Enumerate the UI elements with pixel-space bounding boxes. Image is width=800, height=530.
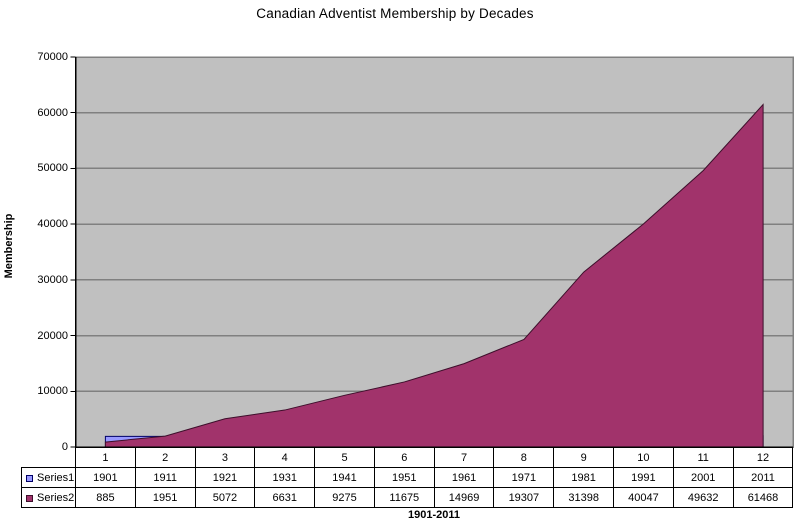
table-value-cell: 31398 [553,487,615,508]
x-axis-title: 1901-2011 [408,509,460,521]
table-value-cell: 19307 [493,487,555,508]
y-axis-tick-label: 60000 [37,106,68,119]
series1-row: Series1 1901 1911 1921 1931 1941 1951 1961 1971 1… [21,467,794,488]
y-axis-tick-label: 20000 [37,329,68,342]
y-axis-tick-label: 50000 [37,162,68,175]
x-category-cell: 5 [314,447,375,468]
y-axis-tick-label: 0 [61,441,68,453]
table-value-cell: 6631 [254,487,316,508]
table-value-cell: 49632 [672,487,734,508]
x-category-cell: 10 [613,447,674,468]
table-corner-blank [22,448,76,468]
series1-row-header: Series1 [21,467,76,488]
table-value-cell: 11675 [373,487,435,508]
x-category-cell: 11 [672,447,734,468]
y-axis-tick-label: 40000 [37,218,68,231]
series2-area [104,103,764,448]
x-category-cell: 1 [75,447,136,468]
y-axis-tick-label: 30000 [37,273,68,286]
table-value-cell: 61468 [732,487,794,508]
category-row: 1 2 3 4 5 6 7 8 9 10 11 12 [22,447,794,468]
x-category-cell: 12 [732,447,794,468]
x-category-cell: 2 [134,447,196,468]
x-category-cell: 8 [493,447,555,468]
chart-title: Canadian Adventist Membership by Decades [256,6,534,21]
series-label: Series2 [37,491,75,504]
table-value-cell: 5072 [194,487,256,508]
x-category-cell: 6 [373,447,435,468]
table-value-cell: 40047 [613,487,674,508]
table-value-cell: 2001 [672,467,734,488]
x-category-cell: 3 [194,447,256,468]
table-value-cell: 1981 [553,467,615,488]
table-value-cell: 885 [75,487,136,508]
x-category-cell: 9 [553,447,615,468]
table-value-cell: 2011 [732,467,794,488]
table-value-cell: 1911 [134,467,196,488]
table-value-cell: 1961 [433,467,495,488]
table-value-cell: 9275 [314,487,375,508]
table-value-cell: 1901 [75,467,136,488]
table-value-cell: 1951 [373,467,435,488]
series2-row: Series2 885 1951 5072 6631 9275 11675 14969 1930… [21,487,794,508]
x-category-cell: 7 [433,447,495,468]
y-axis-tick-label: 70000 [37,51,68,63]
series2-row-header: Series2 [21,487,76,508]
table-value-cell: 1921 [194,467,256,488]
table-value-cell: 1931 [254,467,316,488]
table-value-cell: 1971 [493,467,555,488]
x-category-cell: 4 [254,447,316,468]
table-value-cell: 1991 [613,467,674,488]
legend-swatch-series2-icon [26,494,33,502]
legend-swatch-series1-icon [26,474,33,482]
table-value-cell: 1941 [314,467,375,488]
series-label: Series1 [37,471,75,484]
data-table: 1 2 3 4 5 6 7 8 9 10 11 12 Series1 1901 1911 1921 1931 19… [21,447,794,508]
table-value-cell: 1951 [134,487,196,508]
table-value-cell: 14969 [433,487,495,508]
y-axis-tick-label: 10000 [37,385,68,398]
